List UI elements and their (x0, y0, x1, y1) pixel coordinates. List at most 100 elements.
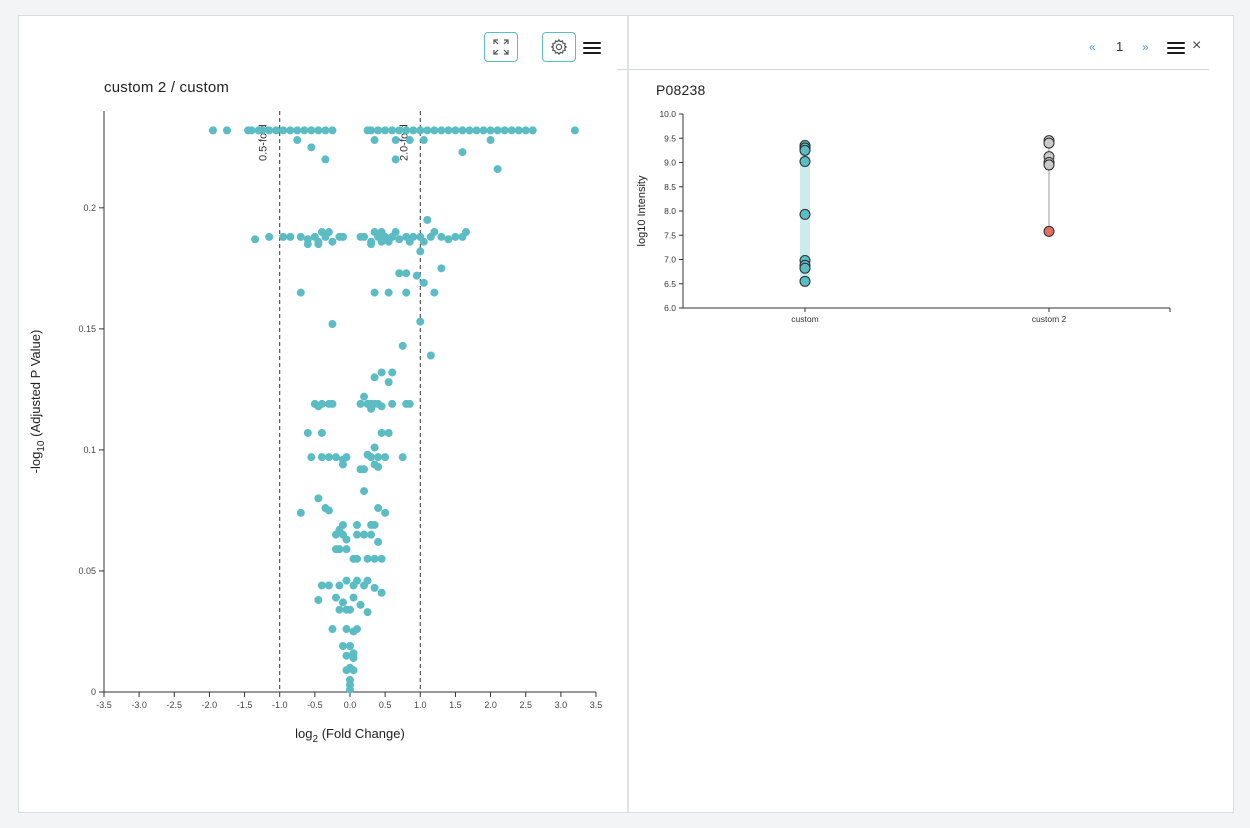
data-point (265, 126, 274, 135)
data-point (1043, 159, 1055, 171)
data-point (374, 504, 383, 513)
data-point (353, 530, 362, 539)
data-point (451, 232, 460, 241)
close-icon[interactable]: × (1192, 37, 1202, 54)
data-point (437, 126, 446, 135)
pager-next-button[interactable]: » (1142, 40, 1149, 54)
data-point (363, 554, 372, 563)
data-point (458, 126, 467, 135)
x-tick-label: custom 2 (1032, 314, 1067, 324)
data-point (384, 288, 393, 297)
x-tick-label: 1.5 (449, 700, 462, 710)
data-point (360, 232, 369, 241)
pager-page-number: 1 (1116, 39, 1124, 54)
data-point (426, 351, 435, 360)
left-menu-icon[interactable] (583, 41, 601, 55)
data-point (405, 399, 414, 408)
data-point (314, 126, 323, 135)
data-point (377, 368, 386, 377)
data-point (314, 596, 323, 605)
y-tick-label: 6.0 (664, 303, 676, 313)
data-point (437, 264, 446, 273)
data-point (321, 155, 330, 164)
x-tick-label: -0.5 (307, 700, 323, 710)
data-point (391, 228, 400, 237)
y-axis-label: -log10 (Adjusted P Value) (28, 330, 47, 474)
data-point (374, 462, 383, 471)
data-point (374, 537, 383, 546)
data-point (317, 428, 326, 437)
data-point (328, 625, 337, 634)
x-tick-label: 3.0 (555, 700, 568, 710)
expand-button[interactable] (484, 32, 518, 62)
data-point (486, 136, 495, 145)
header-divider (617, 69, 1209, 70)
y-tick-label: 7.5 (664, 230, 676, 240)
data-point (335, 581, 344, 590)
data-point (416, 247, 425, 256)
x-axis-label: log2 (Fold Change) (295, 726, 405, 745)
data-point (409, 126, 418, 135)
data-point (307, 126, 316, 135)
right-menu-icon[interactable] (1167, 41, 1185, 55)
x-tick-label: 3.5 (590, 700, 603, 710)
data-point (370, 443, 379, 452)
volcano-plot-title: custom 2 / custom (104, 79, 230, 96)
data-point (377, 237, 386, 246)
data-point (346, 605, 354, 614)
data-point (328, 237, 337, 246)
data-point (493, 165, 502, 174)
y-tick-label: 0.05 (78, 566, 96, 576)
data-point (388, 399, 397, 408)
data-point (342, 666, 351, 675)
data-point (458, 148, 467, 157)
y-tick-label: 9.0 (664, 158, 676, 168)
data-point (338, 232, 347, 241)
pager-prev-button[interactable]: « (1089, 40, 1096, 54)
y-tick-label: 0.2 (83, 203, 96, 213)
data-point (331, 593, 340, 602)
data-point (370, 136, 379, 145)
data-point (416, 126, 425, 135)
data-point (423, 215, 432, 224)
settings-button[interactable] (542, 32, 576, 62)
data-point (324, 506, 333, 515)
data-point (451, 126, 460, 135)
data-point (258, 126, 267, 135)
data-point (303, 240, 312, 249)
data-point (374, 453, 383, 462)
data-point (500, 126, 509, 135)
data-point (507, 126, 516, 135)
data-point (381, 126, 390, 135)
data-point (370, 554, 379, 563)
protein-plot-title: P08238 (656, 82, 706, 98)
x-tick-label: -2.5 (167, 700, 183, 710)
data-point (265, 232, 274, 241)
data-point (1043, 225, 1055, 237)
x-tick-label: -3.0 (131, 700, 147, 710)
data-point (317, 581, 326, 590)
data-point (314, 494, 323, 503)
data-point (208, 126, 217, 135)
data-point (423, 126, 432, 135)
data-point (342, 651, 351, 660)
y-tick-label: 8.0 (664, 206, 676, 216)
x-tick-label: custom (791, 314, 818, 324)
data-point (328, 399, 337, 408)
data-point (461, 228, 470, 237)
data-point (444, 235, 453, 244)
data-point (338, 460, 347, 469)
data-point (395, 235, 404, 244)
volcano-plot: -3.5 -3.0 -2.5 -2.0 -1.5 -1.0 -0.5 0.0 0.5 1.0 1.5… (28, 111, 603, 745)
data-point (367, 240, 376, 249)
data-point (472, 126, 481, 135)
data-point (409, 232, 418, 241)
data-point (402, 269, 411, 278)
data-point (799, 262, 811, 274)
data-point (342, 535, 351, 544)
data-point (293, 126, 302, 135)
data-point (321, 126, 330, 135)
data-point (346, 685, 354, 694)
data-point (307, 143, 316, 152)
data-point (479, 126, 488, 135)
